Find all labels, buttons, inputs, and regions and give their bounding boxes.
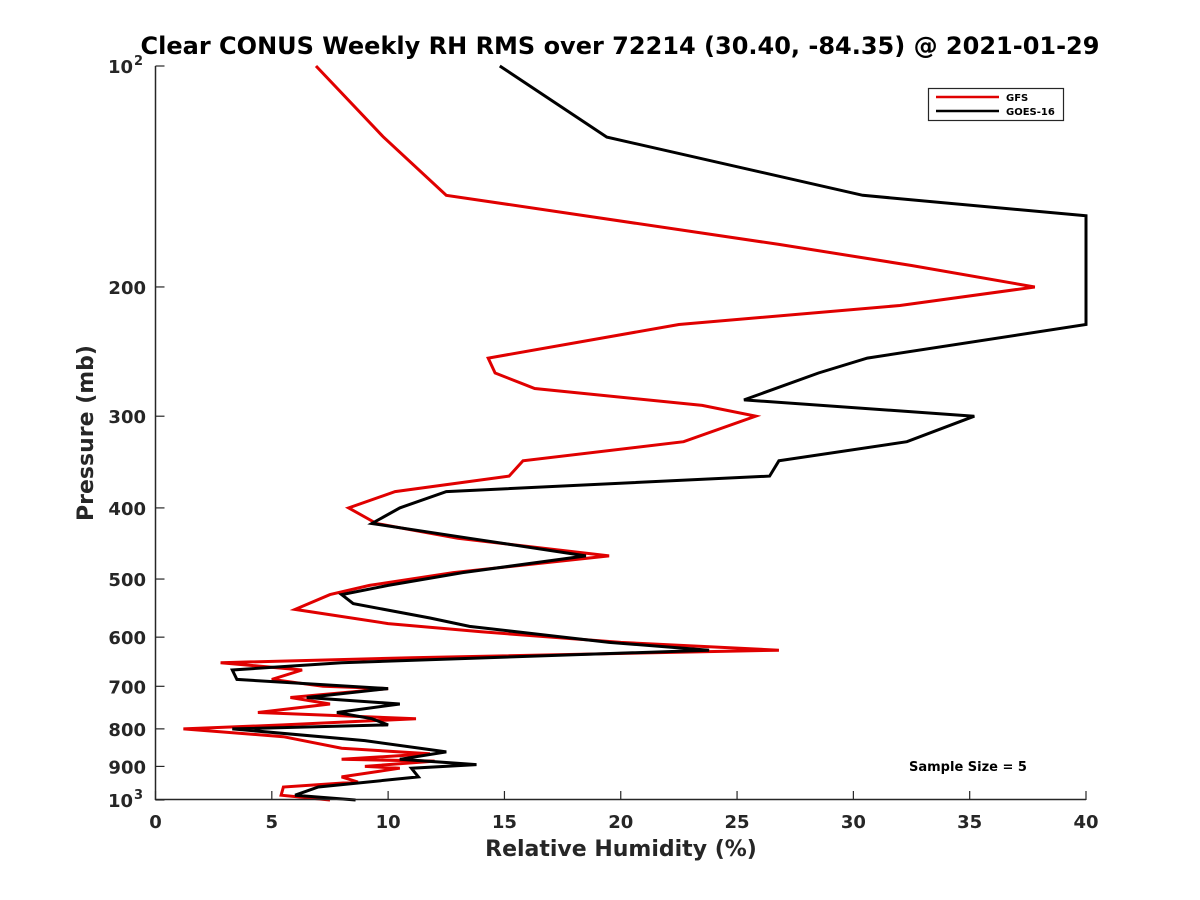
y-tick-label: 800 [108,720,146,741]
y-tick-label: 600 [108,628,146,649]
series-line-goes-16 [229,64,1088,802]
y-tick-exponent: 2 [134,54,143,69]
series-line-gfs [183,64,1036,802]
x-axis-label: Relative Humidity (%) [485,837,757,862]
legend-box [927,87,1065,122]
y-tick-label: 400 [108,499,146,520]
y-tick-label: 500 [108,570,146,591]
x-tick-label: 40 [1073,812,1098,833]
y-tick-label: 10 [108,791,133,812]
series-layer [183,64,1088,802]
legend-label-goes-16: GOES-16 [1006,107,1055,118]
y-tick-label: 10 [108,57,133,78]
y-tick-label: 200 [108,278,146,299]
x-tick-label: 10 [376,812,401,833]
chart-title: Clear CONUS Weekly RH RMS over 72214 (30… [141,32,1100,60]
sample-size-annotation: Sample Size = 5 [909,760,1027,775]
y-tick-label: 900 [108,757,146,778]
y-axis-label: Pressure (mb) [74,345,99,521]
x-tick-label: 30 [841,812,866,833]
y-tick-label: 700 [108,677,146,698]
x-tick-label: 35 [957,812,982,833]
y-tick-exponent: 3 [134,788,143,803]
legend: GFS GOES-16 [927,87,1065,122]
x-tick-label: 5 [266,812,279,833]
x-tick-label: 15 [492,812,517,833]
x-tick-label: 0 [149,812,162,833]
x-tick-label: 25 [725,812,750,833]
x-tick-label: 20 [608,812,633,833]
y-tick-label: 300 [108,407,146,428]
legend-label-gfs: GFS [1006,93,1028,104]
x-ticks: 0 5 10 15 20 25 30 35 40 [149,791,1099,833]
